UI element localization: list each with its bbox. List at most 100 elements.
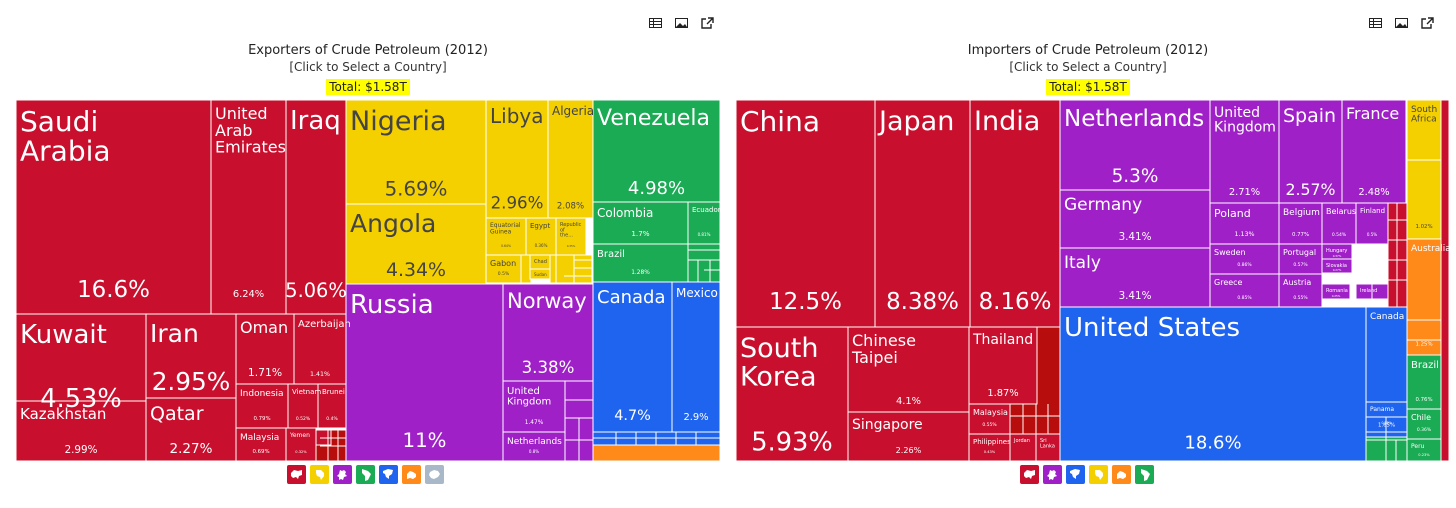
export-cell-netherlands[interactable]: [502, 431, 566, 461]
table-icon[interactable]: [649, 16, 662, 28]
export-cell-azerbaijan[interactable]: [293, 313, 347, 385]
export-cell-sudan[interactable]: [529, 268, 551, 280]
import-value-thailand: 1.87%: [987, 388, 1018, 399]
export-label-gabon: Gabon: [490, 259, 516, 268]
select-country-link[interactable]: [Click to Select a Country]: [289, 60, 447, 74]
south-america-filter-button[interactable]: [1135, 465, 1154, 484]
asia-filter-button[interactable]: [1020, 465, 1039, 484]
export-cell-indonesia[interactable]: [235, 383, 289, 429]
import-cell-japan[interactable]: [874, 100, 971, 328]
import-cell-sweden[interactable]: [1209, 243, 1280, 275]
export-cell-mexico[interactable]: [671, 281, 720, 433]
import-label-belarus: Belarus: [1326, 207, 1356, 216]
import-label-chinese-taipei: Chinese Taipei: [851, 331, 916, 367]
africa-filter-button[interactable]: [1089, 465, 1108, 484]
select-country-link[interactable]: [Click to Select a Country]: [1009, 60, 1167, 74]
export-value-united-kingdom: 1.47%: [525, 420, 544, 426]
external-link-icon[interactable]: [1421, 16, 1434, 29]
north-america-filter-button[interactable]: [379, 465, 398, 484]
export-cell-norway[interactable]: [502, 283, 594, 382]
import-cell-poland[interactable]: [1209, 202, 1280, 245]
import-value-hungary: 0.37%: [1333, 254, 1342, 258]
export-label-norway: Norway: [507, 289, 587, 313]
exporters-treemap[interactable]: Saudi Arabia 16.6% United Arab Emirates 6.24% I…: [16, 100, 720, 461]
import-value-australia: 1.25%: [1415, 342, 1432, 348]
export-cell-gabon[interactable]: [485, 254, 522, 284]
oceania-filter-button[interactable]: [402, 465, 421, 484]
export-value-oman: 1.71%: [248, 366, 282, 379]
import-cell-south-korea[interactable]: [736, 326, 849, 461]
export-cell-libya[interactable]: [485, 100, 549, 219]
import-cell-germany[interactable]: [1059, 189, 1211, 249]
export-cell-brazil[interactable]: [592, 243, 689, 283]
import-cell-belarus[interactable]: [1321, 202, 1357, 245]
antarctica-filter-button[interactable]: [425, 465, 444, 484]
import-cell-australia[interactable]: [1406, 238, 1442, 356]
export-cell-qatar[interactable]: [145, 397, 237, 461]
import-cell-spain[interactable]: [1278, 100, 1343, 204]
export-label-azerbaijan: Azerbaijan: [298, 319, 351, 330]
import-cell-netherlands[interactable]: [1059, 100, 1211, 191]
north-america-filter-button[interactable]: [1066, 465, 1085, 484]
export-label-saudi-arabia: Saudi Arabia: [20, 105, 111, 167]
import-cell-italy[interactable]: [1059, 247, 1211, 308]
import-cell-chinese-taipei[interactable]: [847, 326, 970, 413]
import-cell-brazil[interactable]: [1406, 354, 1442, 410]
export-cell-kazakhstan[interactable]: [16, 400, 147, 461]
external-link-icon[interactable]: [701, 16, 714, 29]
import-cell-chile[interactable]: [1406, 408, 1442, 440]
treemap-minor-cell[interactable]: [1440, 100, 1449, 461]
image-icon[interactable]: [1395, 16, 1408, 28]
import-label-austria: Austria: [1283, 278, 1311, 287]
europe-filter-button[interactable]: [1043, 465, 1062, 484]
export-cell-oman[interactable]: [235, 313, 295, 385]
import-cell-singapore[interactable]: [847, 411, 970, 461]
chart-title: Exporters of Crude Petroleum (2012): [248, 43, 488, 58]
export-cell-kuwait[interactable]: [16, 313, 147, 416]
export-value-russia: 11%: [403, 429, 447, 452]
import-cell-thailand[interactable]: [968, 326, 1038, 405]
export-cell-russia[interactable]: [345, 283, 504, 461]
asia-filter-button[interactable]: [287, 465, 306, 484]
import-value-belgium: 0.77%: [1292, 232, 1309, 238]
export-cell-united-kingdom[interactable]: [502, 380, 566, 433]
import-label-sri-lanka: Sri Lanka: [1040, 438, 1055, 449]
import-cell-india[interactable]: [969, 100, 1061, 328]
import-cell-united-states[interactable]: [1059, 306, 1367, 461]
import-cell-france[interactable]: [1341, 100, 1407, 204]
export-label-equatorial-guinea: Equatorial Guinea: [490, 222, 521, 235]
import-cell-finland[interactable]: [1355, 202, 1389, 245]
export-cell-vietnam[interactable]: [287, 383, 319, 429]
treemap-minor-cell[interactable]: [592, 444, 720, 461]
oceania-filter-button[interactable]: [1112, 465, 1131, 484]
export-value-brazil: 1.28%: [631, 270, 650, 276]
export-value-brunei: 0.4%: [326, 416, 338, 422]
export-cell-united-arab-emirates[interactable]: [210, 100, 287, 315]
import-cell-peru[interactable]: [1406, 438, 1442, 461]
export-value-qatar: 2.27%: [170, 441, 213, 457]
export-cell-algeria[interactable]: [547, 100, 594, 219]
importers-treemap[interactable]: China 12.5% Japan 8.38% India 8.16% South Korea…: [736, 100, 1449, 461]
import-cell-philippines[interactable]: [968, 433, 1011, 461]
import-cell-greece[interactable]: [1209, 273, 1280, 308]
image-icon[interactable]: [675, 16, 688, 28]
export-cell-yemen[interactable]: [285, 427, 317, 461]
africa-filter-button[interactable]: [310, 465, 329, 484]
export-cell-malaysia[interactable]: [235, 427, 287, 461]
export-cell-venezuela[interactable]: [592, 100, 720, 203]
export-value-algeria: 2.08%: [557, 202, 584, 212]
south-america-filter-button[interactable]: [356, 465, 375, 484]
europe-filter-button[interactable]: [333, 465, 352, 484]
export-cell-angola[interactable]: [345, 203, 487, 285]
import-cell-united-kingdom[interactable]: [1209, 100, 1280, 204]
export-cell-republic-of-the[interactable]: [555, 217, 587, 256]
import-cell-sri-lanka[interactable]: [1035, 433, 1061, 461]
export-cell-brunei[interactable]: [317, 383, 347, 429]
table-icon[interactable]: [1369, 16, 1382, 28]
import-value-south-korea: 5.93%: [751, 427, 832, 457]
import-label-romania: Romania: [1326, 288, 1348, 294]
export-cell-ecuador[interactable]: [687, 201, 720, 245]
export-cell-canada[interactable]: [592, 281, 673, 433]
import-label-belgium: Belgium: [1283, 208, 1320, 218]
export-title-block: Exporters of Crude Petroleum (2012) [Cli…: [168, 42, 568, 95]
